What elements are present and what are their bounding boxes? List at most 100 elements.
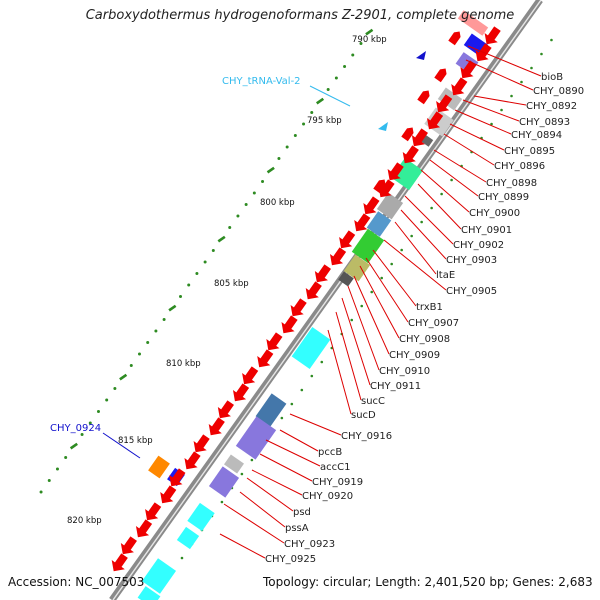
gene-leader-line [443,133,495,166]
scale-dot-outer [390,262,393,266]
gene-label: CHY_0909 [389,350,440,361]
scale-dot [277,157,281,160]
gene-leader-line [279,429,319,452]
gene-leader-line [239,491,286,528]
scale-dot [359,42,363,45]
gene-leader-line [359,265,400,339]
scale-dot-outer [410,234,413,238]
scale-major-tick [168,304,177,312]
gene-arrow [217,400,234,419]
scale-label: 800 kbp [260,198,295,208]
scale-dot-outer [520,80,523,84]
gene-arrow [232,383,250,402]
scale-dot [96,410,100,413]
gene-arrow [460,60,477,79]
gene-arrow [401,127,414,142]
gene-leader-line [394,221,437,275]
scale-dot [162,318,166,321]
scale-dot-outer [530,66,533,70]
gene-arrow [329,247,347,266]
scale-dot [203,260,207,264]
gene-label: CHY_0890 [533,86,584,97]
scale-label: 815 kbp [118,436,153,446]
gene-arrow [339,230,356,249]
gene-leader-line [353,275,390,355]
gene-leader-line [473,95,527,106]
feature-block [338,271,354,287]
scale-dot [179,295,183,298]
scale-dot [244,203,248,206]
gene-label: CHY_0910 [379,366,430,377]
scale-dot [105,398,109,402]
feature-label: CHY_0924 [50,423,101,434]
scale-major-tick [365,28,374,36]
gene-leader-line [341,297,371,386]
gene-arrow [363,196,380,215]
scale-dot-outer [350,318,354,322]
feature-block [391,157,423,191]
scale-dot [88,421,92,425]
gene-leader-line [417,183,462,230]
gene-leader-line [429,159,479,197]
gene-label: CHY_0907 [408,318,459,329]
gene-leader-line [223,503,285,544]
genome-summary: Topology: circular; Length: 2,401,520 bp… [263,575,593,589]
gene-label: sucD [351,410,376,421]
scale-dot [64,456,68,459]
scale-major-tick [119,373,128,381]
gene-label: CHY_0899 [478,192,529,203]
scale-dot-outer [490,122,493,126]
gene-arrow [281,315,298,334]
feature-marker [416,51,426,60]
scale-dot [302,122,306,126]
feature-block [255,393,287,427]
gene-leader-line [462,99,520,122]
gene-label: CHY_0916 [341,431,392,442]
gene-label: CHY_0898 [486,178,537,189]
gene-leader-line [365,257,409,323]
feature-block [291,326,331,370]
gene-leader-line [400,209,447,260]
feature-block [224,454,244,474]
gene-arrow [135,519,153,538]
scale-dot [195,272,199,275]
gene-label: CHY_0892 [526,101,577,112]
gene-label: sucC [361,396,385,407]
gene-label: CHY_0911 [370,381,421,392]
gene-arrow [266,332,283,351]
feature-block [457,10,489,36]
scale-major-tick [266,166,275,174]
scale-major-tick [217,235,226,243]
gene-arrow [208,417,225,436]
scale-dot [154,329,158,333]
gene-leader-line [404,195,454,245]
gene-label: CHY_0920 [302,491,353,502]
gene-label: CHY_0905 [446,286,497,297]
gene-arrow [426,111,444,130]
gene-leader-line [251,469,303,496]
scale-dot [146,341,150,344]
feature-block [366,211,392,237]
gene-leader-line [383,239,447,291]
gene-arrow [305,281,322,300]
scale-dot [326,88,330,91]
gene-label: CHY_0900 [469,208,520,219]
feature-block [351,228,385,264]
scale-dot-outer [440,192,443,196]
scale-dot-outer [400,248,403,252]
gene-leader-line [347,285,380,371]
gene-leader-line [219,533,266,559]
scale-dot [113,387,117,390]
gene-arrow [257,349,274,368]
gene-leader-line [465,59,534,91]
gene-arrow [411,128,429,147]
scale-label: 805 kbp [214,279,249,289]
gene-arrow [242,366,259,385]
scale-dot-outer [280,416,284,420]
scale-dot [39,490,43,494]
scale-dot-outer [220,500,224,504]
gene-leader-line [454,109,512,135]
feature-block [141,558,177,594]
scale-dot [261,180,265,183]
